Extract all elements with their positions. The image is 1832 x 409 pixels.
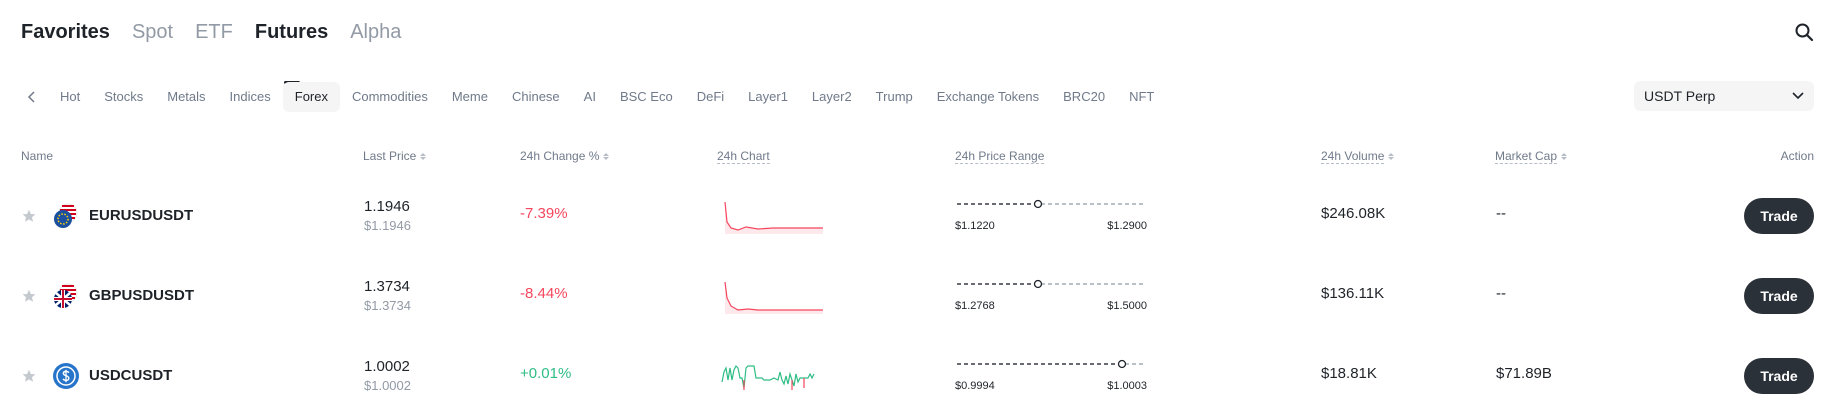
last-price: 1.3734 [364,278,410,295]
chip-commodities[interactable]: Commodities [351,89,428,104]
chip-exchange-tokens[interactable]: Exchange Tokens [936,89,1040,104]
tab-favorites[interactable]: Favorites [21,21,110,43]
market-cap-value: $71.89B [1496,365,1552,382]
chip-brc20[interactable]: BRC20 [1063,89,1106,104]
row-symbol[interactable]: USDCUSDT [89,367,173,384]
column-volume-label: 24h Volume [1321,149,1385,164]
contract-type-value: USDT Perp [1644,88,1716,104]
chip-indices[interactable]: Indices [229,89,271,104]
last-price-usd: $1.1946 [364,218,411,233]
change-percent: -7.39% [520,205,568,222]
range-bar [957,199,1145,209]
tab-spot[interactable]: Spot [131,21,174,43]
chip-meme[interactable]: Meme [451,89,488,104]
chip-metals[interactable]: Metals [167,89,206,104]
sort-icon [420,152,427,160]
chip-trump[interactable]: Trump [875,89,913,104]
eur-usd-flag-icon [54,203,78,228]
last-price-usd: $1.0002 [364,378,411,393]
tab-futures[interactable]: Futures [254,18,329,84]
volume-value: $246.08K [1321,205,1386,222]
trade-button[interactable]: Trade [1744,278,1814,314]
chip-stocks[interactable]: Stocks [104,89,144,104]
search-icon[interactable] [1794,22,1814,42]
market-tabs: Favorites Spot ETF Futures Alpha [21,18,423,84]
table-row[interactable]: EURUSDUSDT 1.1946 $1.1946 -7.39% $1.1220… [0,176,1832,256]
market-cap-value: -- [1496,285,1506,302]
gbp-usd-flag-icon [54,283,78,308]
column-header-market-cap[interactable]: Market Cap [1495,149,1568,164]
price-range: $1.2768 $1.5000 [955,276,1147,316]
sparkline-chart [721,364,815,390]
column-header-name: Name [21,149,53,163]
volume-value: $136.11K [1321,285,1385,302]
trade-button[interactable]: Trade [1744,358,1814,394]
usdc-coin-icon [53,363,79,389]
column-change-label: 24h Change % [520,149,600,163]
chip-forex[interactable]: Forex [282,82,340,112]
column-chart-label: 24h Chart [717,149,770,164]
tab-etf[interactable]: ETF [195,21,233,43]
table-row[interactable]: USDCUSDT 1.0002 $1.0002 +0.01% $0.9994 $… [0,336,1832,409]
row-symbol[interactable]: EURUSDUSDT [89,207,194,224]
range-low: $1.1220 [955,220,995,232]
chip-layer2[interactable]: Layer2 [811,89,852,104]
volume-value: $18.81K [1321,365,1377,382]
sort-icon [1561,153,1568,160]
range-marker [1033,199,1043,209]
price-range: $1.1220 $1.2900 [955,196,1147,236]
column-header-last-price[interactable]: Last Price [363,149,427,163]
column-header-volume[interactable]: 24h Volume [1321,149,1395,164]
column-last-price-label: Last Price [363,149,417,163]
chip-bsc-eco[interactable]: BSC Eco [619,89,673,104]
sparkline-chart [724,281,823,314]
sort-icon [603,152,610,160]
last-price-usd: $1.3734 [364,298,411,313]
category-chips: Hot Stocks Metals Indices Forex Commodit… [22,82,1166,112]
range-bar [957,359,1145,369]
range-marker [1033,279,1043,289]
chip-defi[interactable]: DeFi [696,89,725,104]
sparkline-chart [724,201,823,234]
column-range-label: 24h Price Range [955,149,1045,164]
tab-alpha[interactable]: Alpha [350,21,402,43]
sort-icon [1388,153,1395,160]
change-percent: -8.44% [520,285,568,302]
chip-hot[interactable]: Hot [60,89,81,104]
change-percent: +0.01% [520,365,572,382]
last-price: 1.0002 [364,358,410,375]
star-icon[interactable] [22,209,36,223]
column-header-change[interactable]: 24h Change % [520,149,610,163]
column-name-label: Name [21,149,54,163]
range-bar [957,279,1145,289]
chevron-down-icon [1792,92,1804,100]
range-high: $1.2900 [1107,220,1147,232]
range-low: $1.2768 [955,300,995,312]
last-price: 1.1946 [364,198,410,215]
star-icon[interactable] [22,289,36,303]
chip-chinese[interactable]: Chinese [511,89,560,104]
column-market-cap-label: Market Cap [1495,149,1558,164]
trade-button[interactable]: Trade [1744,198,1814,234]
tab-futures-label: Futures [254,21,329,43]
market-cap-value: -- [1496,205,1506,222]
column-action-label: Action [1780,149,1814,163]
range-high: $1.5000 [1107,300,1147,312]
table-row[interactable]: GBPUSDUSDT 1.3734 $1.3734 -8.44% $1.2768… [0,256,1832,336]
chip-nft[interactable]: NFT [1129,89,1155,104]
row-symbol[interactable]: GBPUSDUSDT [89,287,195,304]
column-header-range: 24h Price Range [955,149,1045,164]
price-range: $0.9994 $1.0003 [955,356,1147,396]
column-header-chart: 24h Chart [717,149,770,164]
range-low: $0.9994 [955,380,995,392]
range-marker [1117,359,1127,369]
chip-layer1[interactable]: Layer1 [748,89,788,104]
chevron-left-icon[interactable] [22,83,42,111]
contract-type-select[interactable]: USDT Perp [1634,81,1814,111]
range-high: $1.0003 [1107,380,1147,392]
star-icon[interactable] [22,369,36,383]
chip-ai[interactable]: AI [583,89,596,104]
column-header-action: Action [1781,149,1814,163]
